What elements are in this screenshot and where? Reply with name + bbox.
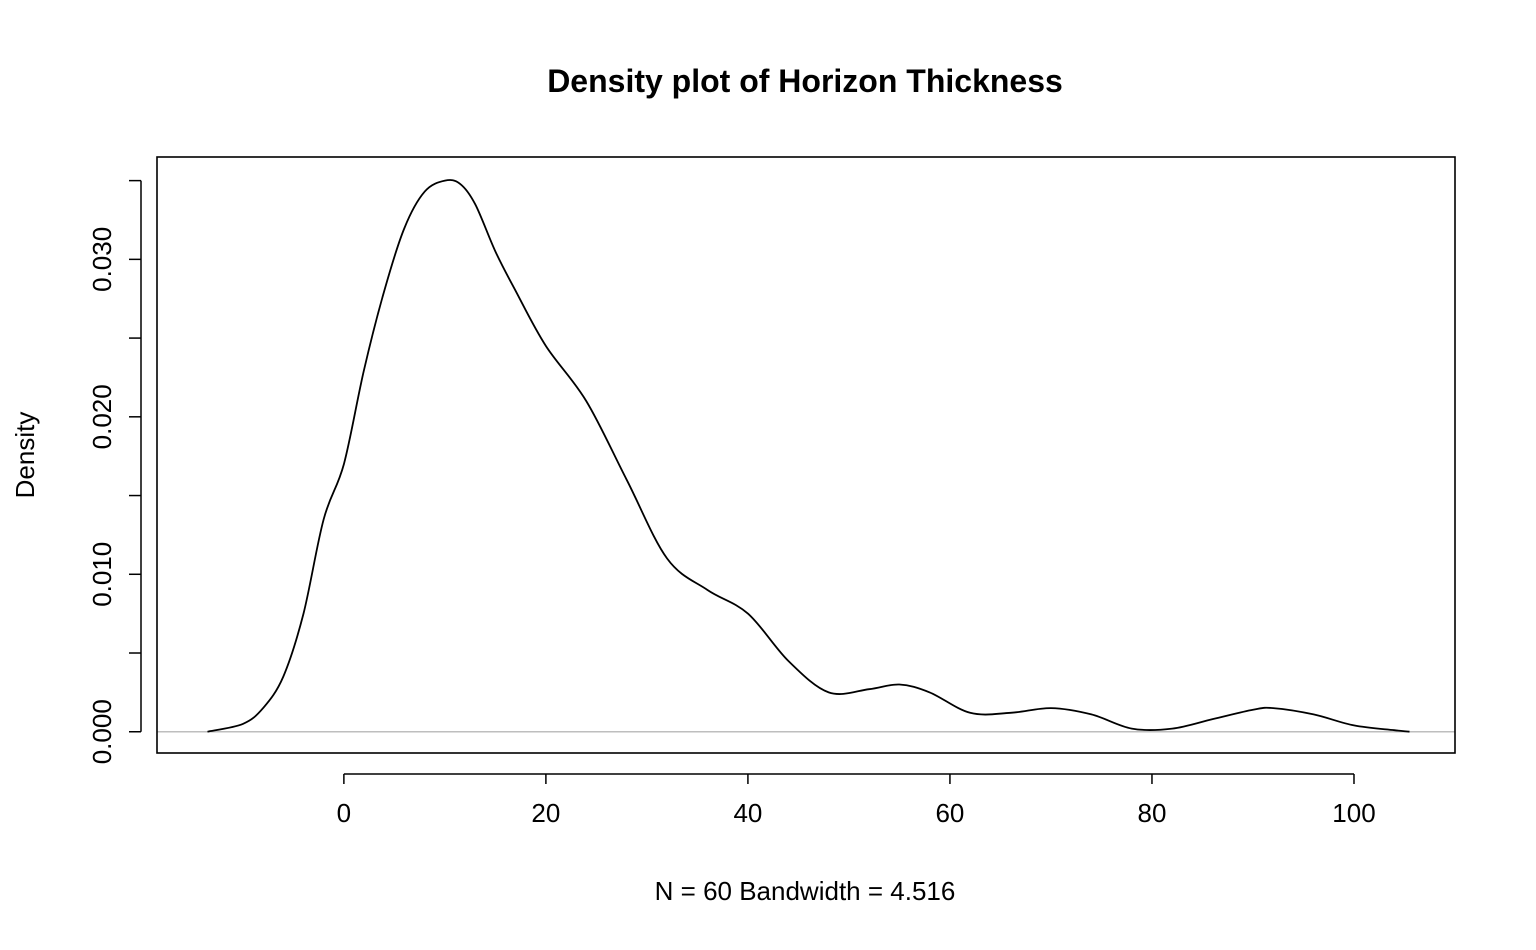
y-tick-label: 0.010 [87, 542, 117, 607]
x-tick-label: 60 [935, 798, 964, 828]
x-tick-label: 100 [1332, 798, 1375, 828]
x-tick-label: 20 [531, 798, 560, 828]
x-tick-label: 0 [337, 798, 351, 828]
x-axis-label: N = 60 Bandwidth = 4.516 [655, 876, 956, 906]
x-tick-label: 40 [733, 798, 762, 828]
density-curve [207, 179, 1410, 733]
y-tick-label: 0.030 [87, 227, 117, 292]
x-tick-label: 80 [1138, 798, 1167, 828]
plot-area: 0 20 40 60 80 100 0.000 0.010 0.020 0.030 [87, 156, 1456, 828]
plot-frame [156, 156, 1456, 754]
chart-title: Density plot of Horizon Thickness [547, 63, 1063, 99]
y-tick-label: 0.020 [87, 384, 117, 449]
y-axis-label: Density [10, 412, 40, 499]
y-tick-label: 0.000 [87, 699, 117, 764]
